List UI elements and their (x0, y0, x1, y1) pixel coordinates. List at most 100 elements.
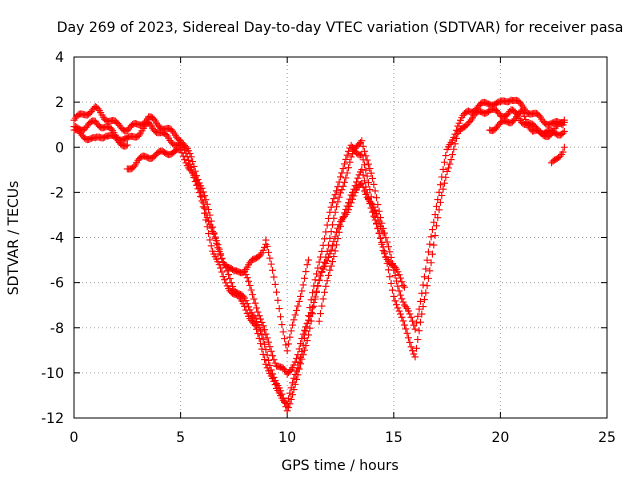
data-point (286, 367, 294, 375)
data-point (318, 247, 326, 255)
data-point (435, 206, 443, 214)
data-point (177, 140, 185, 148)
data-point (322, 282, 330, 290)
data-point (269, 352, 277, 360)
data-point (338, 217, 346, 225)
data-point (242, 271, 250, 279)
data-point (424, 248, 432, 256)
data-point (399, 282, 407, 290)
data-point (255, 312, 263, 320)
data-point (359, 156, 367, 164)
data-point (420, 296, 428, 304)
series-track-e (70, 126, 131, 150)
data-point (447, 156, 455, 164)
data-point (330, 195, 338, 203)
data-point (250, 295, 258, 303)
data-point (318, 268, 326, 276)
chart-title: Day 269 of 2023, Sidereal Day-to-day VTE… (57, 20, 624, 36)
data-point (391, 297, 399, 305)
data-point (254, 308, 262, 316)
data-point (372, 220, 380, 228)
data-point (270, 356, 278, 364)
data-point (253, 304, 261, 312)
data-point (399, 298, 407, 306)
data-point (360, 161, 368, 169)
data-point (359, 142, 367, 150)
data-point (243, 274, 251, 282)
data-point (297, 340, 305, 348)
data-point (286, 389, 294, 397)
data-point (195, 184, 203, 192)
data-point (372, 194, 380, 202)
data-point (380, 250, 388, 258)
data-point (400, 283, 408, 291)
data-point (426, 267, 434, 275)
data-point (444, 164, 452, 172)
data-point (301, 274, 309, 282)
data-point (285, 340, 293, 348)
data-point (375, 229, 383, 237)
data-point (342, 205, 350, 213)
data-point (346, 158, 354, 166)
data-point (201, 204, 209, 212)
data-point (303, 320, 311, 328)
data-point (408, 317, 416, 325)
data-point (257, 340, 265, 348)
data-point (218, 268, 226, 276)
data-point (265, 356, 273, 364)
y-tick-label: -6 (50, 276, 64, 292)
data-point (335, 228, 343, 236)
data-point (428, 250, 436, 258)
data-point (431, 232, 439, 240)
data-point (279, 328, 287, 336)
x-tick-label: 5 (176, 430, 185, 446)
data-point (334, 183, 342, 191)
data-point (436, 198, 444, 206)
data-point (560, 127, 568, 135)
data-point (414, 312, 422, 320)
data-point (424, 274, 432, 282)
data-point (205, 205, 213, 213)
data-point (407, 313, 415, 321)
data-point (422, 265, 430, 273)
data-point (388, 286, 396, 294)
data-point (197, 188, 205, 196)
data-point (396, 274, 404, 282)
data-point (329, 242, 337, 250)
data-point (327, 246, 335, 254)
series-track-g (315, 166, 408, 325)
data-point (263, 351, 271, 359)
data-point (321, 288, 329, 296)
data-point (215, 245, 223, 253)
data-point (428, 226, 436, 234)
data-point (91, 117, 99, 125)
data-point (247, 286, 255, 294)
data-point (415, 305, 423, 313)
data-point (317, 310, 325, 318)
data-point (329, 258, 337, 266)
data-point (251, 299, 259, 307)
data-point (398, 295, 406, 303)
x-tick-label: 20 (491, 430, 509, 446)
data-point (466, 118, 474, 126)
data-point (287, 384, 295, 392)
data-point (181, 156, 189, 164)
data-point (394, 304, 402, 312)
data-point (297, 292, 305, 300)
data-point (337, 189, 344, 197)
data-point (367, 204, 375, 212)
data-point (362, 152, 370, 160)
x-tick-label: 25 (598, 430, 616, 446)
data-point (302, 268, 310, 276)
data-point (295, 359, 303, 367)
data-point (314, 282, 322, 290)
data-point (396, 310, 404, 318)
data-point (217, 264, 225, 272)
data-point (392, 277, 400, 285)
data-point (415, 327, 423, 335)
data-point (352, 178, 360, 186)
data-point (241, 302, 249, 310)
data-point (206, 236, 214, 244)
data-point (317, 272, 325, 280)
